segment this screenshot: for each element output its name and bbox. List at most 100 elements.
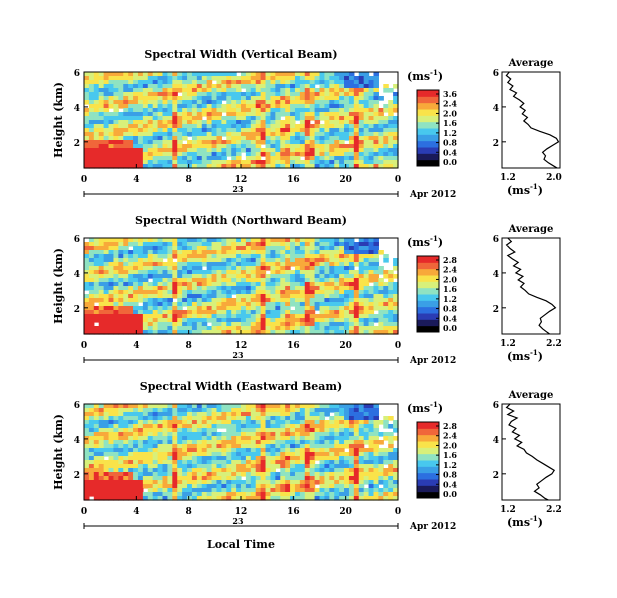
heatmap-cell xyxy=(285,242,291,247)
colorbar-tick-label: 2.4 xyxy=(443,431,457,441)
heatmap-cell xyxy=(388,298,394,303)
x-tick-label: 8 xyxy=(186,341,192,351)
heatmap-cell xyxy=(339,464,345,469)
heatmap-cell xyxy=(211,156,218,161)
heatmap-cell xyxy=(250,250,257,255)
heatmap-cell xyxy=(250,270,257,275)
heatmap-cell xyxy=(167,424,173,429)
heatmap-cell xyxy=(137,412,144,417)
heatmap-cell xyxy=(260,448,267,453)
heatmap-cell xyxy=(167,148,173,153)
heatmap-cell xyxy=(270,460,276,465)
heatmap-cell xyxy=(324,104,330,109)
heatmap-cell xyxy=(84,270,90,275)
heatmap-cell xyxy=(294,152,301,157)
heatmap-cell xyxy=(290,76,296,81)
heatmap-cell xyxy=(226,80,232,85)
heatmap-cell xyxy=(314,96,321,101)
heatmap-cell xyxy=(84,246,90,251)
heatmap-cell xyxy=(118,326,124,331)
heatmap-cell xyxy=(368,258,375,263)
heatmap-cell xyxy=(280,80,286,85)
heatmap-cell xyxy=(363,266,370,271)
heatmap-cell xyxy=(177,326,183,331)
heatmap-cell xyxy=(123,492,129,497)
heatmap-cell xyxy=(98,314,105,319)
heatmap-cell xyxy=(152,488,159,493)
heatmap-cell xyxy=(191,420,198,425)
heatmap-cell xyxy=(348,294,355,299)
average-profile-line xyxy=(505,237,557,335)
colorbar-swatch xyxy=(417,96,439,104)
heatmap-cell xyxy=(142,330,149,335)
heatmap-cell xyxy=(103,152,110,157)
heatmap-cell xyxy=(324,480,330,485)
heatmap-cell xyxy=(98,444,105,449)
heatmap-cell xyxy=(103,416,110,421)
heatmap-cell xyxy=(177,238,183,243)
heatmap-cell xyxy=(98,152,105,157)
heatmap-cell xyxy=(280,88,286,93)
heatmap-cell xyxy=(201,242,208,247)
heatmap-cell xyxy=(211,456,218,461)
heatmap-cell xyxy=(314,250,321,255)
heatmap-cell xyxy=(98,258,105,263)
heatmap-cell xyxy=(319,108,326,113)
heatmap-cell xyxy=(147,164,154,169)
heatmap-cell xyxy=(304,318,311,323)
heatmap-cell xyxy=(201,104,208,109)
heatmap-cell xyxy=(299,258,306,263)
heatmap-cell xyxy=(275,132,281,137)
heatmap-cell xyxy=(255,492,262,497)
heatmap-cell xyxy=(191,250,198,255)
heatmap-cell xyxy=(388,164,394,169)
heatmap-cell xyxy=(172,472,178,477)
heatmap-cell xyxy=(304,266,311,271)
heatmap-cell xyxy=(108,412,115,417)
heatmap-cell xyxy=(378,132,384,137)
heatmap-cell xyxy=(378,290,384,295)
heatmap-cell xyxy=(275,278,281,283)
heatmap-cell xyxy=(216,290,222,295)
heatmap-cell xyxy=(88,432,95,437)
heatmap-cell xyxy=(137,420,144,425)
heatmap-cell xyxy=(206,152,213,157)
heatmap-cell xyxy=(113,144,119,149)
heatmap-cell xyxy=(324,80,330,85)
heatmap-cell xyxy=(236,270,242,275)
heatmap-cell xyxy=(250,80,257,85)
heatmap-cell xyxy=(128,116,134,121)
heatmap-cell xyxy=(191,136,198,141)
heatmap-cell xyxy=(196,100,203,105)
heatmap-cells xyxy=(84,404,399,501)
heatmap-cell xyxy=(137,472,144,477)
heatmap-cell xyxy=(285,286,291,291)
heatmap-cell xyxy=(383,84,389,89)
heatmap-cell xyxy=(285,148,291,153)
heatmap-cell xyxy=(383,88,389,93)
heatmap-cell xyxy=(196,330,203,335)
heatmap-cell xyxy=(393,92,399,97)
heatmap-cell xyxy=(236,96,242,101)
panel-title: Spectral Width (Northward Beam) xyxy=(135,214,347,227)
heatmap-cell xyxy=(265,140,272,145)
heatmap-cell xyxy=(88,246,95,251)
heatmap-cell xyxy=(324,472,330,477)
heatmap-cell xyxy=(353,254,360,259)
heatmap-cell xyxy=(231,286,237,291)
heatmap-cell xyxy=(299,302,306,307)
heatmap-cell xyxy=(250,326,257,331)
heatmap-cell xyxy=(226,84,232,89)
heatmap-cell xyxy=(167,76,173,81)
heatmap-cell xyxy=(201,322,208,327)
heatmap-cell xyxy=(339,140,345,145)
heatmap-cell xyxy=(319,262,326,267)
heatmap-cell xyxy=(211,242,218,247)
heatmap-cell xyxy=(241,408,247,413)
heatmap-cell xyxy=(348,306,355,311)
heatmap-cell xyxy=(373,420,379,425)
heatmap-cell xyxy=(245,254,252,259)
heatmap-cell xyxy=(187,254,193,259)
heatmap-cell xyxy=(378,420,384,425)
heatmap-cell xyxy=(142,160,149,165)
